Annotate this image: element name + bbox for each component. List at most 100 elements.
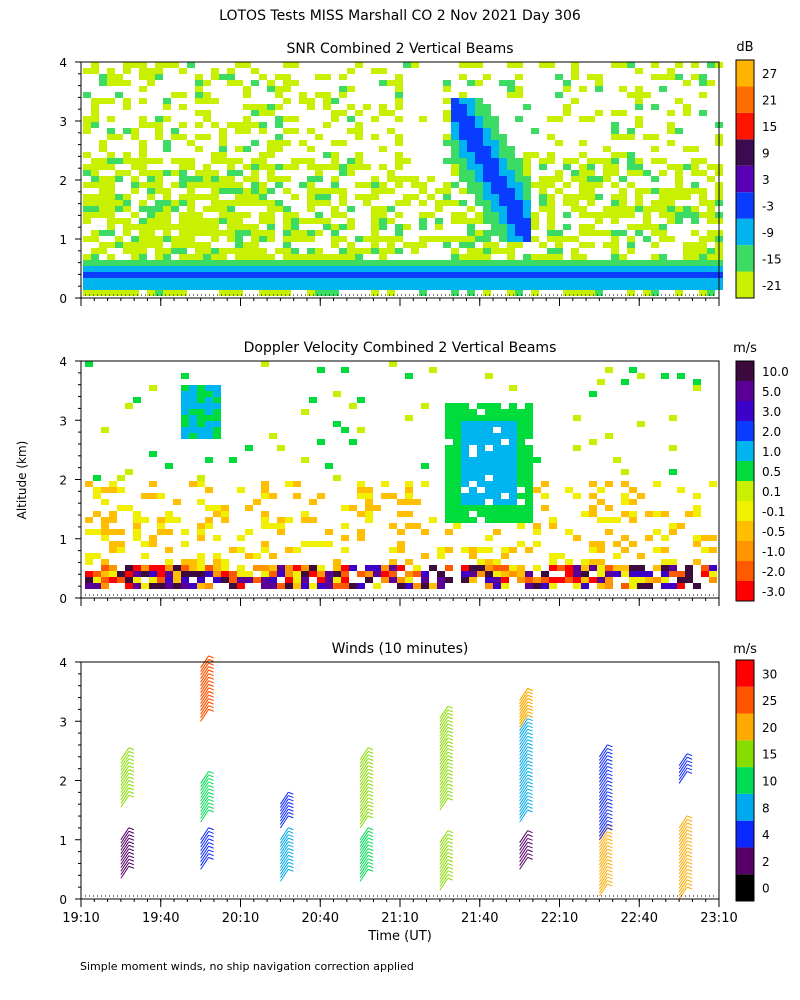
wind-barb-shaft [279,805,289,819]
snr-cell [563,110,571,116]
snr-cell [171,242,179,248]
snr-cell [515,218,523,224]
wind-barb-shaft [279,848,289,861]
snr-cell [147,194,155,200]
wind-barb-flag [367,783,374,787]
wind-barb-flag [128,783,135,787]
snr-cell [339,86,347,92]
snr-cell [507,146,515,152]
snr-cell [195,74,203,80]
snr-cell [267,206,275,212]
snr-cell [475,146,483,152]
wind-barb-shaft [519,857,529,870]
snr-cell [683,242,691,248]
snr-cell [299,236,307,242]
snr-cell [611,122,619,128]
snr-cell [299,140,307,146]
wind-barb-flag [367,779,374,783]
snr-cell [211,188,219,194]
wind-barb-shaft [678,883,688,896]
snr-cell [83,152,91,158]
snr-cell [123,284,131,290]
wind-barb-shaft [519,688,529,701]
velocity-cell [317,565,325,571]
snr-cell [291,284,299,290]
snr-cell [163,212,171,218]
snr-cell [579,242,587,248]
snr-cell [699,272,707,278]
snr-cell [475,200,483,206]
wind-barb-flag [686,815,693,819]
velocity-cell [317,583,325,589]
snr-cell [475,188,483,194]
wind-barb-flag [208,666,214,670]
snr-cell [491,146,499,152]
wind-barb-shaft [678,861,688,875]
snr-cell [459,242,467,248]
wind-barb-shaft [359,834,369,847]
y-tick-label: 2 [59,474,67,488]
velocity-cell [373,565,381,571]
snr-cell [651,224,659,230]
snr-cell [251,104,259,110]
wind-barb-flag [527,718,533,722]
snr-cell [563,266,571,272]
snr-cell [267,164,275,170]
snr-cell [483,200,491,206]
velocity-cell [181,409,189,415]
snr-cell [107,134,115,140]
snr-cell [491,122,499,128]
snr-cell [283,242,291,248]
snr-cell [643,272,651,278]
wind-barb-shaft [200,778,210,791]
snr-cell [363,200,371,206]
snr-cell [83,218,91,224]
snr-cell [99,194,107,200]
snr-cell [699,266,707,272]
snr-cell [251,242,259,248]
snr-cell [243,230,251,236]
wind-barb-flag [208,802,214,806]
snr-cell [643,290,651,296]
snr-cell [651,62,659,68]
velocity-cell [501,571,509,577]
snr-cell [187,278,195,284]
snr-cell [219,176,227,182]
wind-barb-flag [527,688,533,691]
velocity-cell [693,379,701,385]
snr-cell [91,98,99,104]
wind-barb-flag [367,750,374,754]
wind-barb-shaft [678,836,688,850]
wind-barb-flag [288,844,294,848]
velocity-cell [493,511,501,517]
snr-cell [635,170,643,176]
wind-barb-flag [527,711,533,715]
wind-barb-flag [208,687,214,691]
wind-barb-shaft [598,823,608,837]
snr-cell [627,272,635,278]
snr-cell [563,200,571,206]
snr-cell [683,146,691,152]
snr-cell [475,194,483,200]
snr-cell [491,188,499,194]
velocity-cell [133,583,141,589]
snr-cell [195,254,203,260]
velocity-cell [509,475,517,481]
snr-cell [571,278,579,284]
velocity-cell [549,577,557,583]
snr-cell [523,254,531,260]
velocity-cell [277,445,285,451]
snr-cell [323,122,331,128]
velocity-cell [677,583,685,589]
colorbar-cell [736,361,754,381]
snr-cell [203,284,211,290]
wind-barb-shaft [120,758,130,771]
velocity-cell [165,583,173,589]
velocity-cell [469,475,477,481]
velocity-cell [141,565,149,571]
snr-cell [443,98,451,104]
velocity-cell [517,451,525,457]
snr-cell [395,182,403,188]
snr-cell [571,236,579,242]
wind-barb-shaft [120,858,130,872]
